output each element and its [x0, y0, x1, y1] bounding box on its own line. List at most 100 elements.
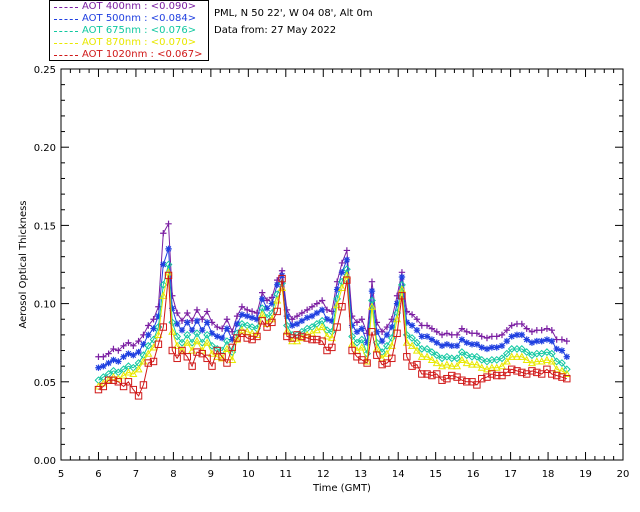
data-point — [543, 348, 551, 356]
data-point — [178, 317, 186, 325]
data-point — [283, 312, 291, 320]
data-point — [218, 354, 227, 362]
data-point — [308, 303, 316, 310]
data-point — [517, 352, 526, 360]
data-point — [129, 385, 138, 394]
data-point — [293, 312, 301, 320]
data-point — [492, 363, 501, 371]
data-point — [139, 381, 148, 389]
data-point — [432, 358, 441, 367]
data-point — [478, 333, 485, 340]
data-point — [130, 342, 137, 350]
data-point — [343, 256, 351, 264]
data-point — [160, 230, 167, 237]
data-point — [323, 316, 331, 323]
data-point — [173, 354, 181, 363]
data-point — [273, 307, 281, 316]
data-point — [288, 322, 296, 329]
data-point — [293, 320, 301, 328]
data-point — [367, 302, 377, 310]
data-point — [308, 335, 316, 344]
data-point — [462, 351, 471, 360]
data-point — [208, 330, 216, 337]
data-point — [318, 306, 326, 314]
data-point — [417, 352, 426, 360]
data-point — [508, 322, 515, 329]
data-point — [488, 344, 496, 351]
data-point — [203, 330, 212, 339]
data-point — [357, 343, 366, 351]
data-point — [458, 325, 466, 332]
y-tick-label: 0.15 — [34, 221, 56, 232]
data-point — [533, 337, 541, 345]
data-point — [343, 247, 351, 254]
data-point — [558, 347, 566, 354]
x-tick-label: 11 — [279, 469, 292, 480]
data-point — [423, 333, 431, 340]
data-point — [348, 322, 356, 329]
data-point — [333, 286, 341, 293]
data-point — [513, 331, 521, 339]
data-point — [169, 305, 176, 312]
data-point — [418, 370, 426, 378]
data-point — [184, 309, 191, 317]
data-point — [223, 337, 231, 346]
x-tick-label: 12 — [317, 469, 330, 480]
data-point — [508, 333, 515, 340]
data-point — [503, 326, 511, 334]
data-point — [422, 352, 432, 360]
x-tick-label: 8 — [170, 469, 176, 480]
data-point — [428, 348, 436, 356]
data-point — [244, 312, 251, 320]
data-point — [428, 371, 436, 380]
data-point — [398, 292, 406, 300]
legend-item: AOT 675nm : <0.076> — [50, 25, 208, 37]
data-point — [428, 325, 436, 332]
data-point — [327, 333, 336, 342]
data-point — [203, 308, 211, 315]
data-point — [130, 352, 137, 359]
data-point — [338, 303, 346, 311]
data-point — [164, 271, 173, 280]
data-point — [518, 331, 526, 339]
data-point — [493, 333, 500, 340]
data-point — [135, 348, 142, 356]
legend-label: AOT 400nm : <0.090> — [82, 1, 197, 12]
data-point — [223, 359, 231, 367]
data-point — [387, 341, 396, 349]
data-point — [542, 355, 551, 363]
data-point — [154, 340, 163, 348]
data-point — [457, 348, 466, 356]
data-point — [482, 365, 492, 373]
data-point — [154, 330, 163, 338]
data-point — [278, 274, 286, 283]
data-point — [144, 359, 152, 367]
data-point — [493, 344, 500, 351]
x-tick-label: 7 — [133, 469, 139, 480]
data-point — [188, 362, 196, 370]
data-point — [214, 333, 221, 340]
data-point — [438, 342, 446, 350]
data-point — [308, 312, 316, 320]
data-point — [443, 330, 451, 337]
legend-swatch — [54, 31, 78, 32]
location-info: PML, N 50 22', W 04 08', Alt 0m — [214, 8, 373, 19]
data-point — [413, 338, 421, 347]
data-point — [178, 346, 186, 355]
data-point — [173, 309, 181, 317]
data-point — [105, 359, 112, 367]
data-point — [518, 320, 526, 328]
data-point — [198, 338, 207, 347]
data-point — [502, 349, 511, 358]
data-point — [498, 331, 506, 339]
data-point — [413, 326, 421, 334]
data-point — [498, 342, 506, 350]
data-point — [193, 348, 201, 356]
data-point — [114, 378, 123, 386]
data-point — [203, 338, 212, 346]
data-point — [507, 345, 516, 353]
data-point — [442, 352, 451, 361]
data-point — [537, 370, 546, 378]
data-point — [433, 328, 440, 335]
data-point — [165, 245, 172, 253]
